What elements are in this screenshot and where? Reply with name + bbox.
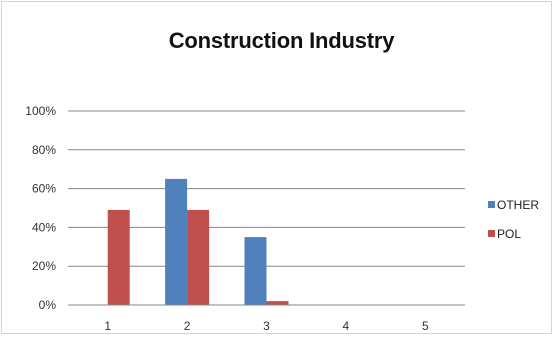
bar-other-2 xyxy=(165,178,188,305)
bar-pol-2 xyxy=(187,209,210,305)
y-tick-label: 0% xyxy=(39,298,57,312)
gridlines xyxy=(68,110,465,267)
chart-title: Construction Industry xyxy=(168,28,395,53)
legend-label: POL xyxy=(497,227,521,241)
x-axis-tick-labels: 1 2 3 4 5 xyxy=(104,319,429,333)
bars xyxy=(107,178,289,305)
y-axis-tick-labels: 0% 20% 40% 60% 80% 100% xyxy=(25,104,56,312)
x-tick-label: 1 xyxy=(104,319,111,333)
x-tick-label: 5 xyxy=(422,319,429,333)
x-tick-label: 4 xyxy=(343,319,350,333)
y-tick-label: 100% xyxy=(25,104,56,118)
legend-swatch xyxy=(488,201,495,208)
y-tick-label: 80% xyxy=(32,143,56,157)
legend-label: OTHER xyxy=(497,198,539,212)
y-tick-label: 20% xyxy=(32,259,56,273)
bar-pol-3 xyxy=(266,301,289,305)
chart-frame xyxy=(1,1,552,334)
bar-pol-1 xyxy=(107,209,130,305)
bar-other-3 xyxy=(244,237,267,305)
y-tick-label: 40% xyxy=(32,220,56,234)
x-tick-label: 3 xyxy=(263,319,270,333)
x-tick-label: 2 xyxy=(184,319,191,333)
y-tick-label: 60% xyxy=(32,182,56,196)
legend: OTHER POL xyxy=(488,198,539,241)
legend-swatch xyxy=(488,230,495,237)
